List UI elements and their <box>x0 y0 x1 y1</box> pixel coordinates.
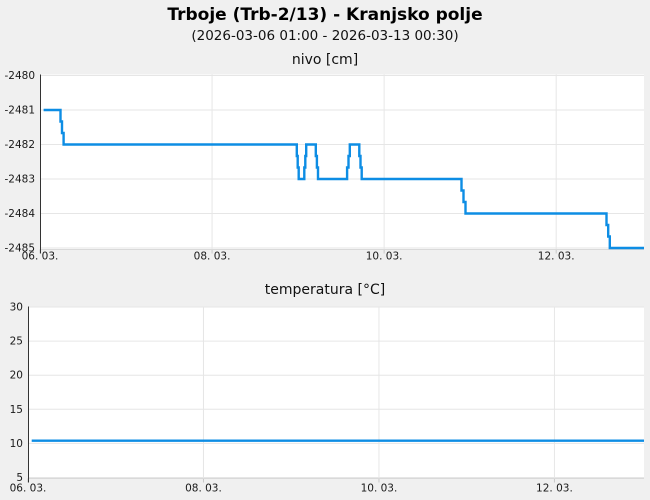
y-tick-label: -2481 <box>4 105 35 117</box>
y-tick-label: -2485 <box>4 243 35 255</box>
y-tick-label: 5 <box>16 472 23 484</box>
x-tick-label: 06. 03. <box>22 251 59 263</box>
x-tick-label: 12. 03. <box>538 251 575 263</box>
y-tick-label: -2482 <box>4 139 35 151</box>
page-subtitle: (2026-03-06 01:00 - 2026-03-13 00:30) <box>191 28 459 44</box>
y-tick-label: -2480 <box>4 70 35 82</box>
y-tick-label: 15 <box>10 404 23 416</box>
x-tick-label: 10. 03. <box>366 251 403 263</box>
nivo-chart-title: nivo [cm] <box>291 52 359 68</box>
x-tick-label: 12. 03. <box>536 483 573 495</box>
y-tick-label: 20 <box>10 370 23 382</box>
y-tick-label: 25 <box>10 336 23 348</box>
temperatura-plot-area <box>28 306 644 479</box>
y-tick-label: -2483 <box>4 174 35 186</box>
y-tick-label: 30 <box>10 302 23 314</box>
page-title: Trboje (Trb-2/13) - Kranjsko polje <box>167 5 483 25</box>
nivo-series-line <box>43 108 644 250</box>
x-tick-label: 08. 03. <box>185 483 222 495</box>
x-tick-label: 10. 03. <box>361 483 398 495</box>
y-tick-label: 10 <box>10 438 23 450</box>
x-tick-label: 08. 03. <box>194 251 231 263</box>
temperatura-chart: 30 25 20 15 10 506. 03. 08. 03. 10. 03. 12. 03. <box>10 302 644 495</box>
y-tick-label: -2484 <box>4 208 35 220</box>
x-tick-label: 06. 03. <box>10 483 47 495</box>
nivo-plot-area <box>40 74 644 250</box>
temperature-chart-title: temperatura [°C] <box>264 282 386 298</box>
